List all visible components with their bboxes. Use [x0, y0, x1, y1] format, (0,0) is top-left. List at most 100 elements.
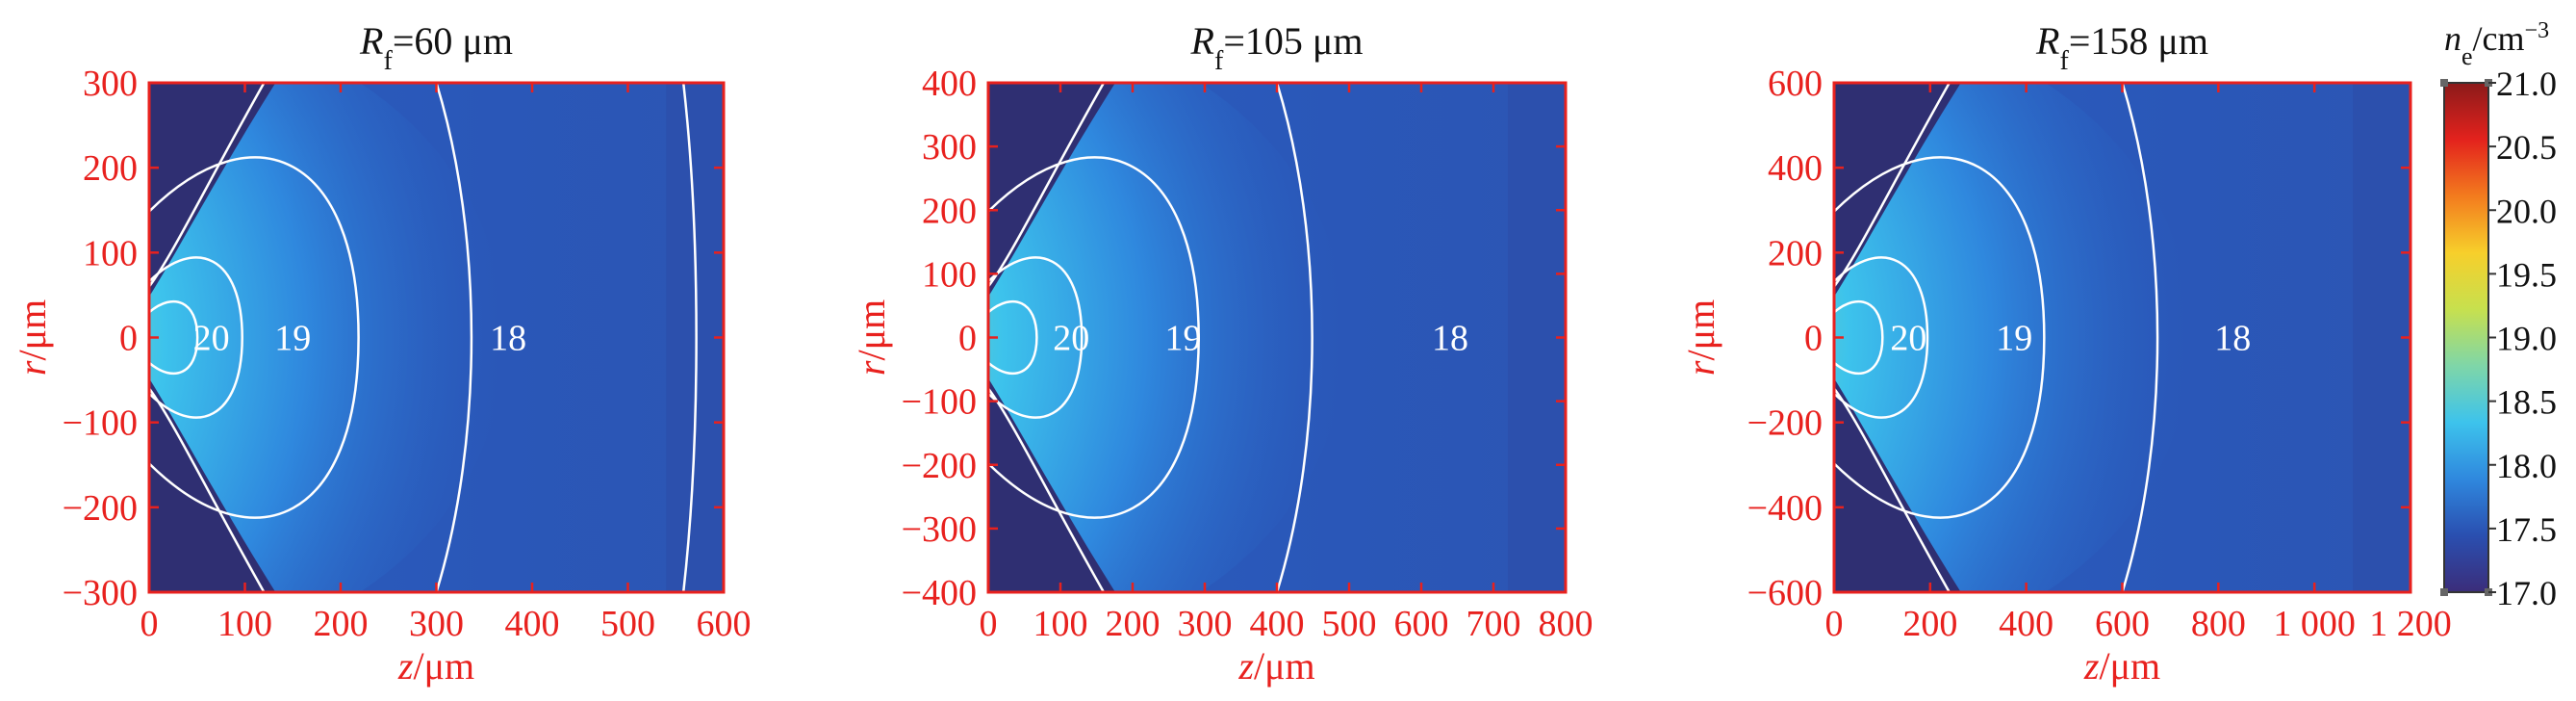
- x-tick-label: 100: [217, 604, 272, 644]
- y-tick-label: 200: [1768, 233, 1823, 273]
- y-tick-label: 100: [922, 254, 977, 295]
- y-tick-label: −200: [1747, 403, 1823, 444]
- y-tick-label: −100: [902, 382, 977, 423]
- panel-1: 20 19 18 0 100 200 300 400 500 600 300 200 100 0 −100 −…: [11, 19, 752, 688]
- contour-18-outer: [1275, 83, 1314, 592]
- y-tick-label: 0: [1804, 319, 1823, 359]
- colorbar-tick-label: 17.5: [2496, 510, 2557, 549]
- x-tick-label: 300: [1178, 604, 1233, 644]
- contour-label: 18: [1432, 319, 1468, 359]
- y-tick-label: −200: [63, 488, 138, 529]
- contour-20-inner: [1834, 300, 1884, 375]
- colorbar-tick-label: 20.5: [2496, 128, 2557, 167]
- x-tick-label: 200: [314, 604, 369, 644]
- x-tick-label: 0: [140, 604, 159, 644]
- contour-label: 20: [1890, 319, 1926, 359]
- x-tick-label: 800: [1539, 604, 1594, 644]
- x-tick-label: 600: [2095, 604, 2150, 644]
- y-tick-label: −400: [1747, 488, 1823, 529]
- contour-label: 19: [1996, 319, 2032, 359]
- x-tick-label: 100: [1033, 604, 1088, 644]
- colorbar-tick-label: 18.5: [2496, 383, 2557, 422]
- y-tick-label: −200: [902, 446, 977, 486]
- x-tick-label: 0: [1825, 604, 1844, 644]
- contour-18-5: [1834, 156, 2046, 519]
- y-tick-label: 200: [922, 191, 977, 231]
- contour-19-5: [1834, 256, 1929, 419]
- contour-edge-upper: [149, 83, 266, 288]
- contour-edge-upper: [1834, 83, 1951, 288]
- y-tick-label: 400: [1768, 148, 1823, 189]
- contour-label: 18: [2214, 319, 2251, 359]
- x-tick-label: 400: [505, 604, 560, 644]
- x-axis-label: z/μm: [1237, 644, 1314, 688]
- x-tick-label: 300: [409, 604, 464, 644]
- y-tick-label: 100: [83, 233, 138, 273]
- x-tick-label: 400: [1999, 604, 2053, 644]
- x-tick-label: 500: [1322, 604, 1377, 644]
- colorbar-tick-label: 19.5: [2496, 255, 2557, 294]
- contour-label: 19: [274, 319, 311, 359]
- y-tick-label: −600: [1747, 573, 1823, 613]
- colorbar-gradient: [2443, 82, 2489, 593]
- contour-label: 20: [193, 319, 230, 359]
- y-axis-label: r/μm: [850, 299, 893, 376]
- density-field: [149, 83, 724, 592]
- colorbar-tick-label: 18.0: [2496, 447, 2557, 485]
- contour-18-outer: [435, 83, 473, 592]
- y-tick-label: −400: [902, 573, 977, 613]
- x-tick-label: 1 000: [2273, 604, 2356, 644]
- panel-title: Rf=60 μm: [359, 19, 513, 76]
- contour-20-inner: [149, 300, 199, 375]
- panel-title: Rf=158 μm: [2035, 19, 2208, 76]
- x-axis-label: z/μm: [2083, 644, 2160, 688]
- y-axis-label: r/μm: [1679, 299, 1722, 376]
- colorbar-handle: [2440, 588, 2448, 596]
- x-tick-label: 800: [2191, 604, 2246, 644]
- contour-edge-lower: [149, 387, 266, 592]
- contour-lines: [1834, 83, 2159, 592]
- colorbar-tick-label: 17.0: [2496, 574, 2557, 612]
- contour-label: 19: [1165, 319, 1202, 359]
- density-field: [1834, 83, 2410, 592]
- contour-edge-lower: [1834, 387, 1951, 592]
- y-tick-label: −300: [902, 509, 977, 550]
- contour-18-outer: [2121, 83, 2159, 592]
- y-axis-label: r/μm: [11, 299, 54, 376]
- density-field: [988, 83, 1566, 592]
- x-tick-label: 700: [1467, 604, 1521, 644]
- y-tick-label: 300: [922, 127, 977, 168]
- panel-2: 20 19 18 0 100 200 300 400 500 600 700 800 400 300 200…: [850, 19, 1594, 688]
- x-tick-label: 200: [1902, 604, 1957, 644]
- y-tick-label: −100: [63, 403, 138, 444]
- contour-label: 18: [490, 319, 526, 359]
- contour-18-5: [149, 156, 360, 519]
- x-axis-label: z/μm: [397, 644, 474, 688]
- panel-title: Rf=105 μm: [1190, 19, 1364, 76]
- colorbar-tick-label: 21.0: [2496, 65, 2557, 103]
- contour-label: 20: [1053, 319, 1089, 359]
- y-tick-label: 400: [922, 64, 977, 104]
- x-tick-label: 500: [600, 604, 655, 644]
- colorbar-title: ne/cm−3: [2444, 18, 2549, 70]
- y-tick-label: 0: [958, 319, 977, 359]
- colorbar: 21.0 20.5 20.0 19.5 19.0 18.5 18.0 17.5 17.0 ne/c…: [2440, 18, 2557, 612]
- y-tick-label: 0: [119, 319, 138, 359]
- contour-19-5: [988, 256, 1084, 419]
- contour-19-5: [149, 256, 243, 419]
- colorbar-tick-label: 20.0: [2496, 192, 2557, 230]
- x-tick-label: 600: [1394, 604, 1449, 644]
- contour-20-inner: [988, 300, 1038, 375]
- x-tick-label: 1 200: [2369, 604, 2452, 644]
- y-tick-label: 300: [83, 64, 138, 104]
- y-tick-label: 600: [1768, 64, 1823, 104]
- colorbar-tick-label: 19.0: [2496, 320, 2557, 358]
- y-tick-label: 200: [83, 148, 138, 189]
- contour-18-5: [988, 156, 1200, 519]
- x-tick-label: 200: [1106, 604, 1160, 644]
- colorbar-handle: [2440, 79, 2448, 87]
- x-tick-label: 0: [980, 604, 998, 644]
- panel-3: 20 19 180 200 400 600 800 1 000 1 2006004002000−…: [1679, 19, 2452, 688]
- x-tick-label: 600: [697, 604, 752, 644]
